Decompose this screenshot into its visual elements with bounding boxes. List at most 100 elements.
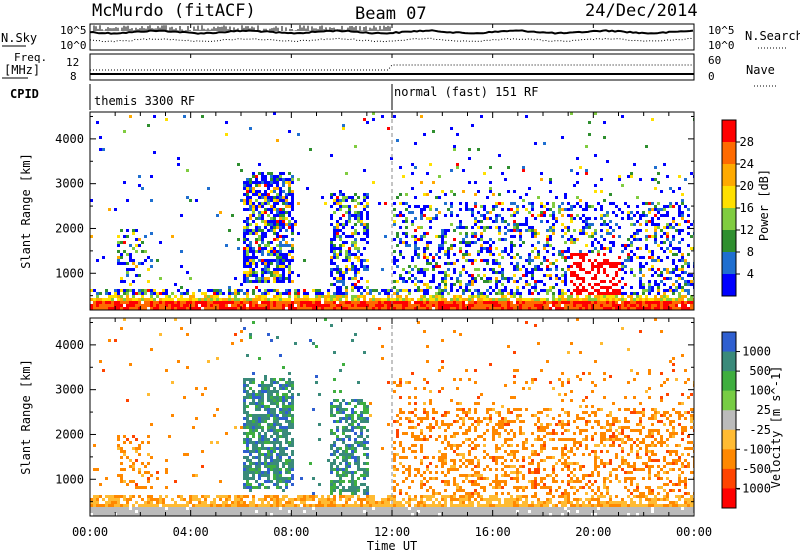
data-cell xyxy=(267,417,270,420)
data-cell xyxy=(612,301,615,304)
data-cell xyxy=(531,271,534,274)
data-cell xyxy=(189,498,192,501)
data-cell xyxy=(255,262,258,265)
data-cell xyxy=(282,268,285,271)
data-cell xyxy=(630,268,633,271)
data-cell xyxy=(243,465,246,468)
data-cell xyxy=(264,244,267,247)
data-cell xyxy=(171,381,174,384)
data-cell xyxy=(219,211,222,214)
data-cell xyxy=(198,504,201,507)
data-cell xyxy=(519,238,522,241)
data-cell xyxy=(480,307,483,310)
data-cell xyxy=(519,256,522,259)
data-cell xyxy=(144,250,147,253)
data-cell xyxy=(459,283,462,286)
data-cell xyxy=(276,256,279,259)
data-cell xyxy=(267,241,270,244)
data-cell xyxy=(120,229,123,232)
data-cell xyxy=(636,229,639,232)
data-cell xyxy=(279,468,282,471)
data-cell xyxy=(690,172,693,175)
data-cell xyxy=(342,241,345,244)
data-cell xyxy=(621,307,624,310)
data-cell xyxy=(240,298,243,301)
data-cell xyxy=(258,468,261,471)
data-cell xyxy=(276,423,279,426)
data-cell xyxy=(147,393,150,396)
data-cell xyxy=(276,268,279,271)
data-cell xyxy=(264,193,267,196)
data-cell xyxy=(273,271,276,274)
data-cell xyxy=(342,196,345,199)
data-cell xyxy=(690,307,693,310)
data-cell xyxy=(363,453,366,456)
data-cell xyxy=(366,411,369,414)
data-cell xyxy=(309,339,312,342)
data-cell xyxy=(426,489,429,492)
data-cell xyxy=(597,268,600,271)
data-cell xyxy=(366,205,369,208)
data-cell xyxy=(273,295,276,298)
data-cell xyxy=(663,214,666,217)
data-cell xyxy=(297,202,300,205)
data-cell xyxy=(477,211,480,214)
data-cell xyxy=(270,220,273,223)
data-cell xyxy=(579,292,582,295)
data-cell xyxy=(423,483,426,486)
data-cell xyxy=(357,211,360,214)
data-cell xyxy=(258,435,261,438)
data-cell xyxy=(339,510,342,513)
data-cell xyxy=(372,504,375,507)
data-cell xyxy=(639,277,642,280)
data-cell xyxy=(336,277,339,280)
data-cell xyxy=(555,196,558,199)
data-cell xyxy=(177,301,180,304)
data-cell xyxy=(162,292,165,295)
data-cell xyxy=(342,507,345,510)
data-cell xyxy=(549,289,552,292)
data-cell xyxy=(546,292,549,295)
data-cell xyxy=(258,477,261,480)
data-cell xyxy=(393,465,396,468)
data-cell xyxy=(201,495,204,498)
data-cell xyxy=(393,238,396,241)
data-cell xyxy=(426,241,429,244)
data-cell xyxy=(444,241,447,244)
data-cell xyxy=(387,127,390,130)
data-cell xyxy=(165,298,168,301)
data-cell xyxy=(276,262,279,265)
data-cell xyxy=(420,444,423,447)
freq-tick-bottom: 8 xyxy=(70,70,77,83)
data-cell xyxy=(378,504,381,507)
data-cell xyxy=(291,247,294,250)
data-cell xyxy=(246,277,249,280)
data-cell xyxy=(153,298,156,301)
data-cell xyxy=(282,414,285,417)
data-cell xyxy=(483,304,486,307)
data-cell xyxy=(291,417,294,420)
data-cell xyxy=(270,504,273,507)
data-cell xyxy=(429,495,432,498)
data-cell xyxy=(462,226,465,229)
data-cell xyxy=(261,181,264,184)
data-cell xyxy=(453,298,456,301)
data-cell xyxy=(234,292,237,295)
data-cell xyxy=(423,133,426,136)
data-cell xyxy=(414,495,417,498)
data-cell xyxy=(405,235,408,238)
data-cell xyxy=(570,295,573,298)
data-cell xyxy=(180,295,183,298)
data-cell xyxy=(135,307,138,310)
data-cell xyxy=(579,217,582,220)
data-cell xyxy=(561,223,564,226)
data-cell xyxy=(270,414,273,417)
data-cell xyxy=(525,268,528,271)
data-cell xyxy=(372,304,375,307)
data-cell xyxy=(420,214,423,217)
data-cell xyxy=(393,292,396,295)
data-cell xyxy=(630,217,633,220)
data-cell xyxy=(543,205,546,208)
data-cell xyxy=(351,235,354,238)
data-cell xyxy=(282,235,285,238)
